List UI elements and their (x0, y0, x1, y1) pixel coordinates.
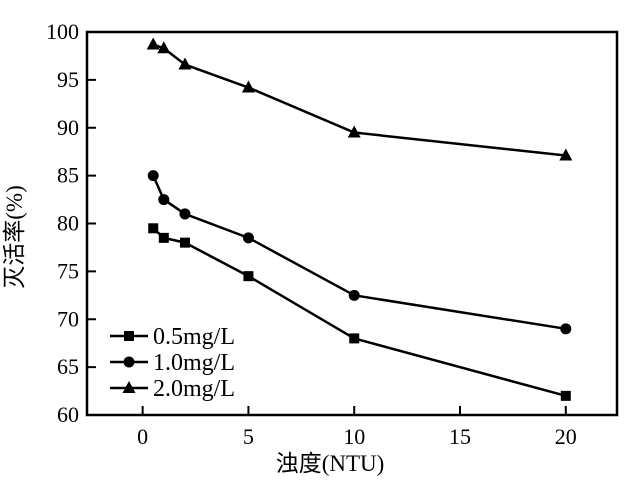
triangle-marker (347, 125, 361, 138)
circle-marker (242, 232, 254, 244)
x-axis-tick-label: 0 (137, 424, 148, 449)
square-marker (179, 237, 190, 248)
square-marker (158, 232, 169, 243)
y-axis-title: 灭活率(%) (2, 185, 27, 288)
y-axis-tick-label: 65 (57, 354, 79, 379)
series-1.0mg/L (147, 170, 572, 335)
legend-item: 1.0mg/L (110, 350, 235, 376)
square-marker (560, 390, 571, 401)
y-axis-tick-label: 95 (57, 67, 79, 92)
circle-marker (147, 170, 159, 182)
legend-square-icon (124, 331, 134, 341)
triangle-marker (559, 148, 573, 161)
y-axis-tick-label: 80 (57, 211, 79, 236)
triangle-marker (157, 41, 171, 54)
legend-circle-icon (123, 356, 135, 368)
x-axis-tick-label: 5 (243, 424, 254, 449)
legend-label: 2.0mg/L (153, 376, 235, 402)
y-axis-tick-label: 90 (57, 115, 79, 140)
series-line-2 (152, 43, 566, 157)
y-axis-tick-label: 100 (46, 19, 79, 44)
legend-item: 0.5mg/L (110, 324, 235, 350)
x-axis-title: 浊度(NTU) (276, 451, 385, 476)
triangle-marker (178, 57, 192, 70)
circle-marker (348, 289, 360, 301)
series-line-1 (152, 175, 566, 331)
y-axis-tick-label: 85 (57, 163, 79, 188)
plot-frame (85, 30, 619, 417)
x-axis-tick-label: 20 (555, 424, 577, 449)
series-2.0mg/L (146, 37, 573, 161)
triangle-marker (146, 37, 160, 50)
series-0.5mg/L (148, 223, 571, 401)
legend-label: 1.0mg/L (153, 350, 235, 376)
square-marker (243, 271, 254, 282)
y-axis-tick-label: 75 (57, 258, 79, 283)
y-axis-tick-label: 70 (57, 306, 79, 331)
circle-marker (560, 323, 572, 335)
y-axis-tick-label: 60 (57, 402, 79, 427)
legend-label: 0.5mg/L (153, 324, 235, 350)
square-marker (349, 333, 360, 344)
circle-marker (158, 194, 170, 206)
square-marker (148, 223, 159, 234)
x-axis-tick-label: 15 (449, 424, 471, 449)
x-axis-tick-label: 10 (343, 424, 365, 449)
legend-item: 2.0mg/L (110, 376, 235, 402)
legend-triangle-icon (122, 381, 136, 393)
circle-marker (179, 208, 191, 220)
triangle-marker (241, 80, 255, 93)
